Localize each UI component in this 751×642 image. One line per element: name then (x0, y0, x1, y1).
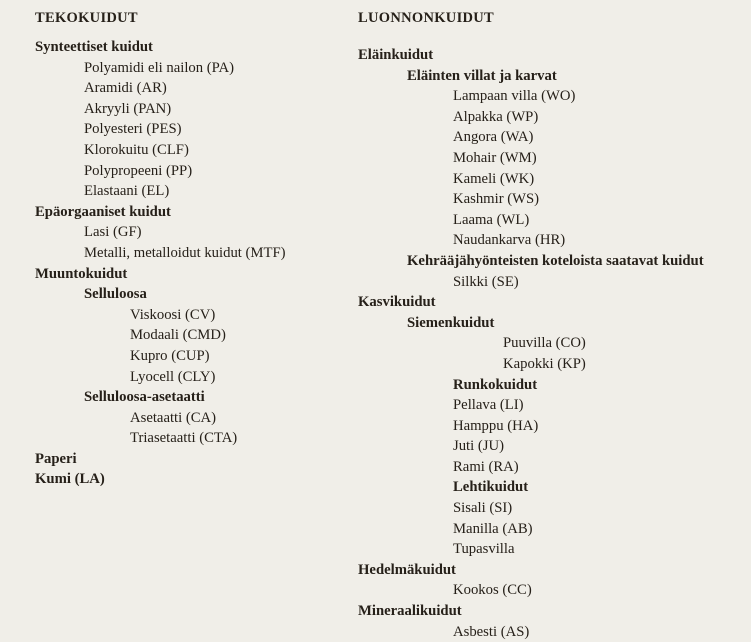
category-item: Hedelmäkuidut (358, 561, 456, 578)
fiber-item: Laama (WL) (453, 211, 530, 228)
category-item: Synteettiset kuidut (35, 39, 153, 55)
category-item: Kumi (LA) (35, 471, 105, 488)
fiber-item: Polyamidi eli nailon (PA) (84, 59, 235, 76)
category-item: Paperi (35, 450, 77, 467)
fiber-item: Elastaani (EL) (84, 183, 170, 200)
fiber-item: Sisali (SI) (453, 500, 513, 517)
fiber-item: Manilla (AB) (453, 520, 533, 537)
category-item: Siemenkuidut (407, 314, 495, 331)
category-item: Selluloosa-asetaatti (84, 389, 205, 406)
category-item: Muuntokuidut (35, 265, 128, 282)
column-tekokuidut: TEKOKUIDUT Synteettiset kuidut Polyamidi … (35, 8, 358, 490)
tekokuidut-list: Synteettiset kuidut Polyamidi eli nailon … (35, 37, 358, 490)
fiber-item: Alpakka (WP) (453, 108, 539, 125)
category-item: Lehtikuidut (453, 479, 529, 496)
fiber-item: Polyesteri (PES) (84, 121, 182, 138)
fiber-item: Akryyli (PAN) (84, 100, 172, 117)
fiber-item: Asbesti (AS) (453, 623, 530, 640)
fiber-item: Lasi (GF) (84, 224, 142, 241)
column-title-tekokuidut: TEKOKUIDUT (35, 10, 138, 26)
category-item: Epäorgaaniset kuidut (35, 203, 171, 220)
fiber-item: Mohair (WM) (453, 149, 537, 166)
fiber-item: Puuvilla (CO) (503, 335, 586, 352)
fiber-item: Lampaan villa (WO) (453, 88, 576, 105)
fiber-item: Klorokuitu (CLF) (84, 141, 189, 158)
fiber-item: Pellava (LI) (453, 397, 524, 414)
fiber-item: Lyocell (CLY) (130, 368, 216, 385)
category-item: Eläinkuidut (358, 47, 434, 63)
fiber-item: Rami (RA) (453, 458, 519, 475)
fiber-item: Silkki (SE) (453, 273, 519, 290)
category-item: Kehrääjähyönteisten koteloista saatavat … (407, 252, 704, 269)
category-item: Mineraalikuidut (358, 603, 462, 620)
fiber-item: Modaali (CMD) (130, 327, 226, 344)
fiber-item: Polypropeeni (PP) (84, 162, 193, 179)
fiber-item: Aramidi (AR) (84, 80, 167, 97)
fiber-item: Viskoosi (CV) (130, 306, 216, 323)
column-luonnonkuidut: LUONNONKUIDUT Eläinkuidut Eläinten villat… (358, 8, 751, 642)
fiber-item: Kameli (WK) (453, 170, 535, 187)
fiber-item: Kookos (CC) (453, 582, 532, 599)
fiber-item: Juti (JU) (453, 438, 504, 455)
category-item: Eläinten villat ja karvat (407, 67, 557, 84)
fiber-item: Kapokki (KP) (503, 355, 586, 372)
fiber-item: Angora (WA) (453, 129, 534, 146)
category-item: Selluloosa (84, 286, 147, 303)
fiber-item: Metalli, metalloidut kuidut (MTF) (84, 244, 286, 261)
luonnonkuidut-list: Eläinkuidut Eläinten villat ja karvat Lamp… (358, 45, 751, 642)
fiber-item: Naudankarva (HR) (453, 232, 566, 249)
fiber-item: Triasetaatti (CTA) (130, 430, 238, 447)
fiber-item: Asetaatti (CA) (130, 409, 217, 426)
fiber-item: Kupro (CUP) (130, 347, 210, 364)
category-item: Kasvikuidut (358, 294, 436, 311)
fiber-item: Kashmir (WS) (453, 191, 540, 208)
column-title-luonnonkuidut: LUONNONKUIDUT (358, 10, 495, 26)
category-item: Runkokuidut (453, 376, 538, 393)
fiber-item: Tupasvilla (453, 541, 515, 558)
fiber-item: Hamppu (HA) (453, 417, 539, 434)
